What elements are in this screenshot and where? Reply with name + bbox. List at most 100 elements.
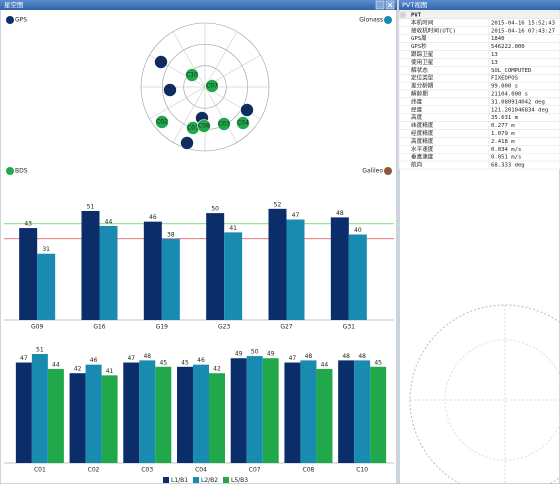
satellite	[155, 115, 169, 129]
value-label: 50	[251, 349, 259, 356]
value-label: 44	[321, 361, 329, 368]
bar	[262, 358, 279, 463]
bar	[316, 368, 333, 463]
x-tick-label: G23	[218, 324, 230, 331]
value-label: 45	[181, 359, 189, 366]
x-tick-label: G31	[343, 324, 355, 331]
sky-spoke	[204, 86, 238, 143]
row-label: 航向	[411, 161, 423, 169]
sky-spoke	[204, 31, 238, 88]
value-label: 44	[52, 361, 60, 368]
satellite	[236, 116, 250, 130]
bar	[193, 364, 209, 463]
pin-button[interactable]	[375, 0, 385, 10]
satellite	[240, 103, 254, 117]
x-tick-label: C02	[88, 467, 100, 474]
x-tick-label: C08	[303, 467, 315, 474]
system-label: GPS	[15, 17, 27, 24]
row-label: 经度精度	[411, 129, 434, 137]
row-value: 35.631 m	[491, 115, 519, 121]
row-value: 0.051 m/s	[491, 155, 521, 161]
value-label: 47	[127, 355, 135, 362]
row-label: 解状态	[411, 66, 428, 74]
row-label: 差分龄期	[411, 82, 434, 90]
row-value-cell	[488, 58, 560, 67]
bar	[177, 366, 193, 463]
bar	[143, 221, 162, 320]
value-label: 41	[106, 368, 114, 375]
row-label: GPS秒	[411, 42, 427, 50]
satellite-label: C10	[186, 72, 198, 79]
row-value: 1840	[491, 36, 504, 42]
satellite-label: G09	[155, 59, 167, 66]
bar	[161, 238, 180, 320]
system-label: BDS	[15, 168, 28, 175]
x-tick-label: C01	[34, 467, 46, 474]
row-label: 定位类型	[411, 74, 434, 82]
row-value: 2015-04-16 07:43:27	[491, 28, 555, 34]
satellite	[154, 55, 168, 69]
satellite	[163, 83, 177, 97]
value-label: 41	[229, 225, 237, 232]
bar	[99, 225, 118, 320]
value-label: 47	[289, 355, 297, 362]
value-label: 46	[149, 214, 157, 221]
satellite-label: C01	[187, 125, 199, 132]
satellite-label: G23	[164, 87, 176, 94]
bar	[123, 362, 140, 463]
row-value: 546222.000	[491, 44, 525, 50]
value-label: 48	[305, 353, 313, 360]
system-dot	[6, 16, 14, 24]
value-label: 51	[87, 203, 95, 210]
row-value: 1.079 m	[491, 131, 515, 137]
row-value: 0.034 m/s	[491, 147, 521, 153]
bar	[139, 360, 156, 463]
row-value: SOL_COMPUTED	[491, 68, 532, 74]
value-label: 47	[292, 212, 300, 219]
pvt-sky-plot	[409, 304, 560, 484]
system-dot	[384, 16, 392, 24]
value-label: 48	[336, 210, 344, 217]
system-label: Galileo	[362, 168, 383, 175]
satellite-label: C04	[237, 120, 249, 127]
row-label: 垂直速度	[411, 153, 434, 161]
row-label: 高度精度	[411, 137, 434, 145]
row-label: 经度	[411, 105, 423, 113]
bar	[230, 358, 247, 463]
value-label: 45	[374, 359, 382, 366]
value-label: 38	[167, 231, 175, 238]
satellite	[217, 117, 231, 131]
value-label: 49	[267, 351, 275, 358]
bar	[37, 253, 56, 320]
value-label: 40	[354, 227, 362, 234]
system-label: Glonass	[359, 17, 383, 24]
satellite-label: G31	[241, 107, 253, 114]
bar	[81, 210, 100, 320]
pvt-title-bar	[399, 0, 560, 10]
satellite-label: C03	[218, 121, 230, 128]
sky-spoke	[172, 31, 206, 88]
bar	[31, 353, 48, 463]
bar	[209, 373, 225, 463]
legend-swatch	[193, 477, 199, 483]
bar	[19, 228, 38, 320]
sky-title-bar	[0, 0, 397, 10]
section-header	[398, 10, 560, 20]
value-label: 48	[358, 353, 366, 360]
bar	[284, 362, 301, 463]
row-value: 31.080914042 deg	[491, 99, 545, 105]
satellite	[197, 119, 211, 133]
row-value: 99.000 s	[491, 84, 518, 90]
value-label: 47	[20, 355, 28, 362]
value-label: 43	[24, 221, 32, 228]
sky-title: 星空图	[4, 0, 24, 9]
row-label: 本机时间	[411, 18, 434, 26]
x-tick-label: G09	[31, 324, 43, 331]
satellite-label: C02	[156, 119, 168, 126]
value-label: 49	[235, 351, 243, 358]
x-tick-label: G16	[93, 324, 105, 331]
row-label: 解龄期	[411, 89, 428, 97]
x-tick-label: C10	[356, 467, 368, 474]
bar	[206, 213, 225, 320]
legend-label: L5/B3	[231, 477, 248, 484]
